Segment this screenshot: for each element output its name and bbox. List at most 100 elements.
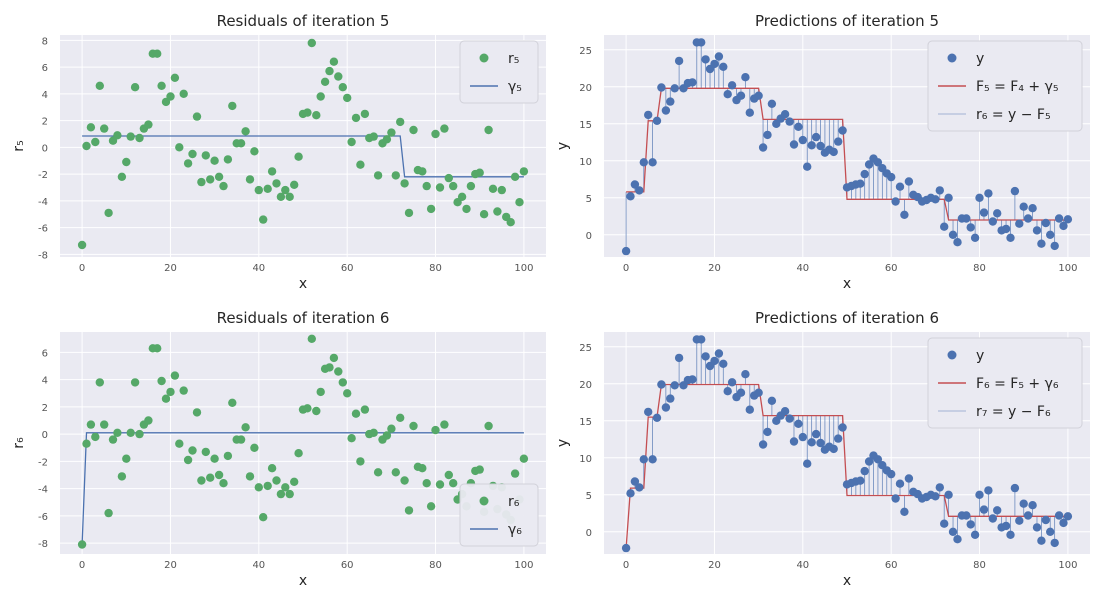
legend-marker-points <box>479 496 489 506</box>
data-point <box>979 208 989 217</box>
legend-marker-points <box>947 350 957 360</box>
data-point <box>197 476 206 485</box>
legend-box <box>459 40 539 104</box>
data-point <box>701 352 710 361</box>
data-point <box>811 429 821 439</box>
data-point <box>259 215 268 224</box>
data-point <box>382 431 392 440</box>
legend-label: γ₅ <box>508 79 522 95</box>
data-point <box>183 455 193 465</box>
y-tick-label: 4 <box>42 90 48 101</box>
data-point <box>497 185 506 195</box>
data-point <box>281 185 290 195</box>
x-tick-label: 100 <box>1058 263 1077 274</box>
data-point <box>192 408 202 417</box>
data-point <box>794 122 803 131</box>
data-point <box>1054 214 1064 223</box>
fit-line <box>626 87 1068 221</box>
data-point <box>856 179 865 188</box>
data-point <box>82 141 91 151</box>
data-point <box>626 489 635 498</box>
x-tick-label: 40 <box>796 560 809 571</box>
data-point <box>887 469 896 479</box>
legend-label: r₆ <box>508 494 520 510</box>
data-point <box>290 180 299 189</box>
data-point <box>803 162 812 171</box>
data-point <box>325 363 334 372</box>
data-point <box>440 420 449 429</box>
y-axis-label: r₅ <box>11 140 27 151</box>
y-tick-label: -6 <box>38 224 48 235</box>
data-point <box>214 470 224 480</box>
data-point <box>834 137 843 146</box>
data-point <box>754 91 763 100</box>
data-point <box>639 158 648 167</box>
x-tick-label: 80 <box>973 560 986 571</box>
data-point <box>838 423 847 432</box>
data-point <box>993 506 1002 515</box>
data-point <box>621 543 631 553</box>
data-point <box>175 143 184 152</box>
data-point <box>1015 516 1024 525</box>
data-point <box>351 409 361 418</box>
data-point <box>962 214 971 223</box>
data-point <box>77 540 87 549</box>
x-axis-label: x <box>299 276 307 292</box>
y-tick-label: 8 <box>42 36 48 47</box>
data-point <box>785 414 794 423</box>
data-point <box>860 169 869 179</box>
data-point <box>515 198 524 207</box>
data-point <box>166 387 175 397</box>
data-point <box>95 378 105 387</box>
data-point <box>409 421 418 431</box>
x-tick-label: 0 <box>623 560 629 571</box>
data-point <box>798 135 807 145</box>
data-point <box>727 378 737 387</box>
data-point <box>758 440 768 449</box>
data-point <box>236 435 246 444</box>
data-point <box>130 378 140 387</box>
data-point <box>122 454 131 463</box>
data-point <box>404 208 414 218</box>
legend-label: y <box>976 348 984 364</box>
data-point <box>635 483 644 492</box>
data-point <box>100 420 109 429</box>
data-point <box>294 152 303 161</box>
y-tick-label: 0 <box>586 528 592 539</box>
data-point <box>953 238 962 247</box>
data-point <box>479 210 489 219</box>
y-tick-label: 25 <box>579 343 592 354</box>
data-point <box>484 125 493 135</box>
data-point <box>984 189 993 198</box>
data-point <box>285 192 294 201</box>
data-point <box>183 159 193 168</box>
data-point <box>789 140 799 149</box>
data-point <box>1028 204 1037 213</box>
data-point <box>334 72 343 81</box>
x-tick-label: 100 <box>1058 560 1077 571</box>
data-point <box>135 429 144 439</box>
x-tick-label: 80 <box>429 560 442 571</box>
data-point <box>435 183 445 192</box>
data-point <box>652 413 662 422</box>
legend-label: γ₆ <box>508 522 522 538</box>
data-point <box>161 394 171 403</box>
legend-label: F₆ = F₅ + γ₆ <box>976 376 1059 392</box>
x-tick-label: 60 <box>341 560 354 571</box>
data-point <box>860 466 869 476</box>
data-point <box>360 405 370 414</box>
data-point <box>272 476 281 485</box>
data-point <box>400 179 409 188</box>
data-point <box>1019 202 1028 211</box>
data-point <box>635 186 644 195</box>
y-tick-label: -4 <box>38 197 48 208</box>
data-point <box>418 464 427 473</box>
data-point <box>661 106 671 115</box>
data-point <box>1037 239 1046 248</box>
data-point <box>91 137 100 147</box>
data-point <box>267 464 277 473</box>
data-point <box>904 474 914 483</box>
data-point <box>754 388 763 397</box>
data-point <box>864 457 874 466</box>
data-point <box>931 492 940 501</box>
